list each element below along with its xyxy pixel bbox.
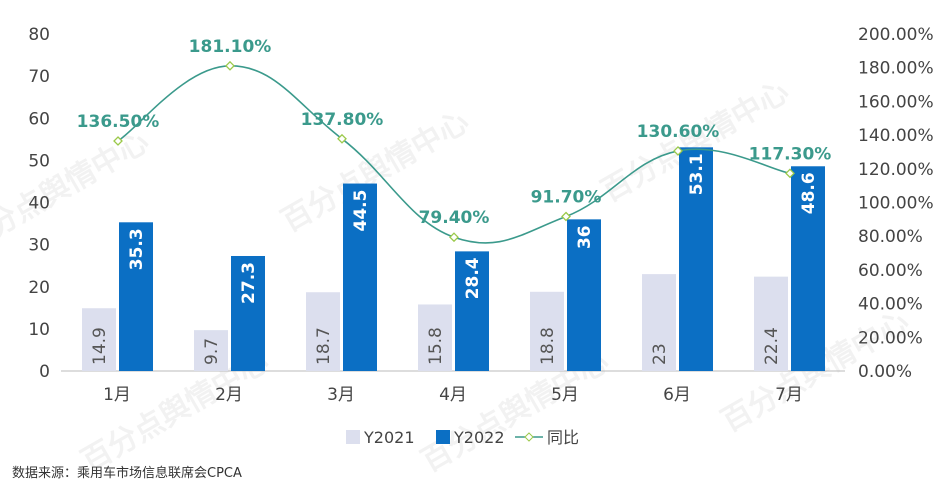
- legend-swatch-y2021: [346, 430, 360, 444]
- x-tick-label: 4月: [439, 385, 467, 405]
- legend-swatch-y2022: [436, 430, 450, 444]
- x-tick-label: 5月: [551, 385, 579, 405]
- bar-y2022: [455, 251, 489, 371]
- y-right-tick: 60.00%: [858, 261, 923, 281]
- line-label: 117.30%: [749, 144, 832, 164]
- bar-y2021: [82, 308, 116, 371]
- bar-y2021: [530, 291, 564, 371]
- y-right-tick: 0.00%: [858, 362, 912, 382]
- bar-label-y2021: 18.8: [538, 327, 558, 365]
- bar-label-y2022: 53.1: [687, 153, 707, 195]
- bar-y2021: [754, 276, 788, 371]
- y-right-tick: 180.00%: [858, 59, 934, 79]
- bar-y2021: [642, 274, 676, 371]
- bar-label-y2022: 35.3: [127, 228, 147, 270]
- line-marker: [113, 136, 123, 146]
- bar-label-y2021: 23: [650, 343, 670, 365]
- y-right-tick: 100.00%: [858, 194, 934, 214]
- bar-label-y2021: 14.9: [90, 327, 110, 365]
- y-left-tick: 40: [28, 194, 50, 214]
- bar-label-y2021: 18.7: [314, 327, 334, 365]
- bar-y2022: [567, 219, 601, 371]
- line-label: 130.60%: [637, 122, 720, 142]
- x-tick-label: 1月: [103, 385, 131, 405]
- bar-y2022: [343, 183, 377, 371]
- line-label: 91.70%: [531, 187, 602, 207]
- line-marker: [785, 168, 795, 179]
- y-left-tick: 60: [28, 109, 50, 129]
- y-left-tick: 0: [39, 362, 50, 382]
- line-marker: [561, 211, 571, 222]
- bar-label-y2022: 48.6: [799, 172, 819, 214]
- bar-label-y2021: 22.4: [762, 327, 782, 365]
- line-label: 137.80%: [301, 110, 384, 130]
- y-right-tick: 120.00%: [858, 160, 934, 180]
- bar-y2021: [306, 292, 340, 371]
- bar-y2021: [418, 304, 452, 371]
- y-left-tick: 80: [28, 25, 50, 45]
- line-marker: [449, 232, 459, 243]
- legend-label-y2021: Y2021: [363, 428, 415, 447]
- bar-label-y2022: 27.3: [239, 262, 259, 304]
- x-tick-label: 3月: [327, 385, 355, 405]
- y-left-tick: 20: [28, 278, 50, 298]
- y-left-tick: 70: [28, 67, 50, 87]
- x-tick-label: 7月: [775, 385, 803, 405]
- line-marker: [337, 133, 347, 144]
- line-label: 181.10%: [189, 37, 272, 57]
- x-tick-label: 6月: [663, 385, 691, 405]
- bar-label-y2022: 44.5: [351, 190, 371, 232]
- bar-label-y2021: 15.8: [426, 327, 446, 365]
- legend-label-y2022: Y2022: [453, 428, 505, 447]
- bar-y2022: [791, 166, 825, 371]
- bar-y2021: [194, 330, 228, 371]
- y-right-tick: 20.00%: [858, 328, 923, 348]
- bar-label-y2022: 36: [575, 225, 595, 249]
- line-marker: [225, 60, 235, 71]
- line-label: 79.40%: [419, 208, 490, 228]
- line-label: 136.50%: [77, 112, 160, 132]
- y-right-tick: 160.00%: [858, 92, 934, 112]
- bar-y2022: [679, 147, 713, 371]
- legend-marker-yoy: [524, 432, 534, 442]
- y-left-tick: 10: [28, 320, 50, 340]
- bar-y2022: [119, 222, 153, 371]
- y-right-tick: 40.00%: [858, 295, 923, 315]
- bar-label-y2022: 28.4: [463, 257, 483, 299]
- line-marker: [673, 146, 683, 156]
- y-left-tick: 50: [28, 151, 50, 171]
- source-note: 数据来源：乘用车市场信息联席会CPCA: [12, 466, 242, 481]
- y-left-tick: 30: [28, 236, 50, 256]
- x-tick-label: 2月: [215, 385, 243, 405]
- bar-label-y2021: 9.7: [202, 338, 222, 365]
- y-right-tick: 80.00%: [858, 227, 923, 247]
- y-right-tick: 140.00%: [858, 126, 934, 146]
- bar-y2022: [231, 255, 265, 371]
- legend-label-yoy: 同比: [547, 428, 579, 447]
- y-right-tick: 200.00%: [858, 25, 934, 45]
